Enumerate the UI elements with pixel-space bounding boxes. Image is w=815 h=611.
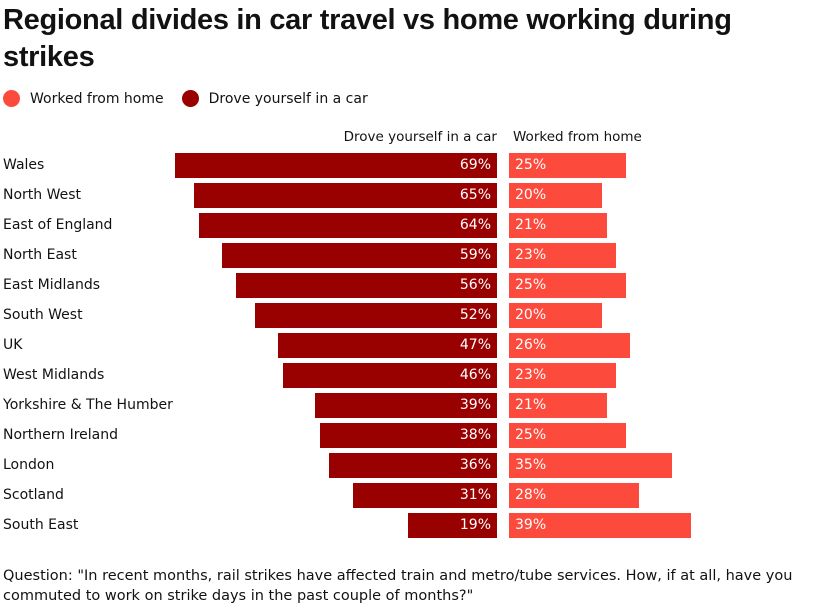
row-label: East Midlands [3, 277, 101, 293]
bar-car [175, 153, 497, 178]
value-label-home: 20% [515, 307, 547, 323]
value-label-home: 23% [515, 367, 547, 383]
bar-home [509, 213, 607, 238]
value-label-car: 46% [459, 367, 491, 383]
row-label: Wales [3, 157, 45, 173]
bar-home [509, 423, 626, 448]
value-label-home: 25% [515, 427, 547, 443]
row-label: East of England [3, 217, 113, 233]
value-label-home: 23% [515, 247, 547, 263]
row-label: North East [3, 247, 77, 263]
value-label-car: 38% [459, 427, 491, 443]
value-label-home: 35% [515, 457, 547, 473]
column-header-home: Worked from home [513, 129, 642, 145]
legend-item-car: Drove yourself in a car [181, 90, 368, 107]
value-label-home: 39% [515, 517, 547, 533]
value-label-home: 28% [515, 487, 547, 503]
bar-home [509, 273, 626, 298]
row-label: UK [3, 337, 23, 353]
value-label-home: 26% [515, 337, 547, 353]
chart-title: Regional divides in car travel vs home w… [3, 4, 732, 73]
bar-car [315, 393, 497, 418]
bar-car [198, 213, 497, 238]
value-label-car: 52% [459, 307, 491, 323]
value-label-home: 20% [515, 187, 547, 203]
legend-label-home: Worked from home [30, 90, 164, 107]
legend-swatch-home [3, 90, 20, 107]
bar-home [509, 393, 607, 418]
value-label-car: 31% [459, 487, 491, 503]
value-label-car: 36% [459, 457, 491, 473]
bar-car [282, 363, 497, 388]
legend-swatch-car [181, 90, 199, 107]
value-label-car: 64% [459, 217, 491, 233]
row-label: South East [3, 517, 79, 533]
legend: Worked from home Drove yourself in a car [3, 90, 386, 107]
row-label: South West [3, 307, 83, 323]
footnote: Question: "In recent months, rail strike… [3, 568, 793, 604]
value-label-car: 69% [459, 157, 491, 173]
value-label-car: 39% [459, 397, 491, 413]
bar-car [277, 333, 497, 358]
row-label: London [3, 457, 55, 473]
value-label-car: 59% [459, 247, 491, 263]
value-label-car: 56% [459, 277, 491, 293]
row-label: Yorkshire & The Humber [3, 397, 173, 413]
chart-area: Wales 69% 25% North West 65% 20% East of Engla… [3, 153, 691, 538]
value-label-home: 25% [515, 157, 547, 173]
bar-home [509, 333, 631, 358]
bar-home [509, 153, 626, 178]
bar-car [222, 243, 497, 268]
legend-label-car: Drove yourself in a car [208, 90, 368, 107]
value-label-car: 19% [459, 517, 491, 533]
bar-car [236, 273, 497, 298]
row-label: North West [3, 187, 82, 203]
bar-home [509, 183, 603, 208]
bar-home [509, 363, 617, 388]
bar-car [329, 453, 497, 478]
legend-item-home: Worked from home [3, 90, 164, 107]
bar-home [509, 453, 673, 478]
bar-home [509, 513, 691, 538]
bar-car [254, 303, 497, 328]
value-label-home: 25% [515, 277, 547, 293]
value-label-car: 47% [459, 337, 491, 353]
bar-car [194, 183, 497, 208]
row-label: Northern Ireland [3, 427, 119, 443]
row-label: Scotland [3, 487, 64, 503]
row-label: West Midlands [3, 367, 105, 383]
bar-home [509, 243, 617, 268]
column-header-car: Drove yourself in a car [343, 129, 497, 145]
value-label-car: 65% [459, 187, 491, 203]
value-label-home: 21% [515, 397, 547, 413]
bar-car [352, 483, 497, 508]
bar-car [408, 513, 497, 538]
bar-home [509, 483, 640, 508]
bar-car [319, 423, 497, 448]
bar-home [509, 303, 603, 328]
value-label-home: 21% [515, 217, 547, 233]
